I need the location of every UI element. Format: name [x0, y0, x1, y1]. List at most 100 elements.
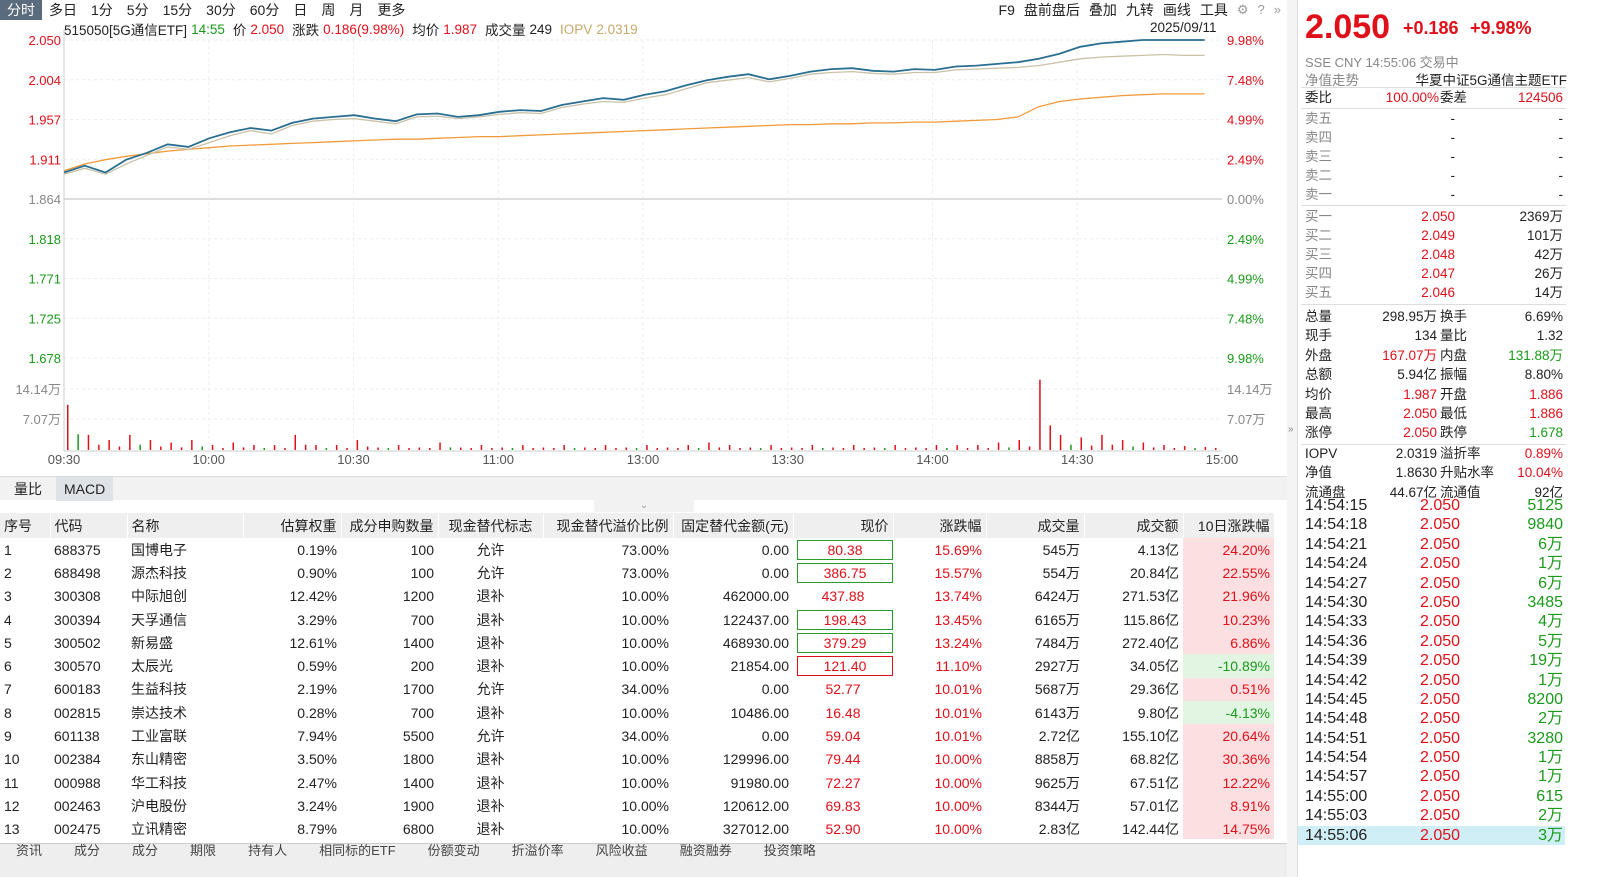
bottom-tab-0[interactable]: 资讯	[16, 843, 43, 858]
table-cell: 9.80亿	[1137, 704, 1179, 721]
bottom-tab-8[interactable]: 风险收益	[595, 843, 648, 858]
tool-button-3[interactable]: 九转	[1125, 2, 1154, 18]
period-tab-4[interactable]: 15分	[162, 2, 193, 18]
period-tab-3[interactable]: 5分	[126, 2, 149, 18]
bottom-tab-10[interactable]: 投资策略	[763, 843, 816, 858]
pane-resize-handle[interactable]: ⌄	[594, 500, 694, 512]
period-tab-8[interactable]: 周	[321, 2, 336, 18]
help-icon[interactable]: ?	[1257, 2, 1265, 17]
bottom-tab-4[interactable]: 持有人	[248, 843, 288, 858]
table-row[interactable]: 8 002815 崇达技术 0.28% 700 退补 10.00% 10486.00 16.48…	[0, 701, 1274, 725]
table-cell: 8	[4, 704, 12, 721]
bottom-tab-1[interactable]: 成分	[74, 843, 101, 858]
table-cell: 688375	[54, 541, 101, 558]
period-tab-7[interactable]: 日	[293, 2, 308, 18]
bid-row[interactable]: 买三 2.048 42万	[1305, 245, 1563, 264]
bid-row[interactable]: 买二 2.049 101万	[1305, 226, 1563, 245]
intraday-chart[interactable]: 2.050 9.98% 2.004 7.48% 1.957 4.99% 1.911 2.49%…	[0, 20, 1287, 475]
stat-label: 流通值	[1440, 484, 1481, 500]
current-price: 16.48	[825, 704, 861, 721]
column-header[interactable]: 成分申购数量	[341, 513, 439, 538]
bid-row[interactable]: 买五 2.046 14万	[1305, 283, 1563, 302]
table-row[interactable]: 4 300394 天孚通信 3.29% 700 退补 10.00% 122437.00 198.…	[0, 607, 1274, 632]
table-row[interactable]: 5 300502 新易盛 12.61% 1400 退补 10.00% 468930.00 379…	[0, 631, 1274, 655]
tab-liangbi[interactable]: 量比	[14, 480, 42, 497]
table-row[interactable]: 2 688498 源杰科技 0.90% 100 允许 73.00% 0.00 386.75 15.…	[0, 561, 1274, 585]
bottom-tab-7[interactable]: 折溢价率	[511, 843, 564, 858]
column-header[interactable]: 代码	[50, 513, 128, 538]
tick-price: 2.050	[1420, 807, 1461, 825]
table-cell: 5687万	[1034, 681, 1080, 698]
bid-row[interactable]: 买四 2.047 26万	[1305, 264, 1563, 283]
column-header[interactable]: 现金替代标志	[438, 513, 544, 538]
column-header[interactable]: 10日涨跌幅	[1183, 513, 1275, 538]
column-header[interactable]: 固定替代金额(元)	[673, 513, 794, 538]
period-tab-0[interactable]: 分时	[0, 0, 42, 20]
table-row[interactable]: 12 002463 沪电股份 3.24% 1900 退补 10.00% 120612.00 69…	[0, 794, 1274, 818]
table-row[interactable]: 7 600183 生益科技 2.19% 1700 允许 34.00% 0.00 52.77 10.…	[0, 677, 1274, 702]
table-cell: 6.86%	[1183, 631, 1274, 655]
bid-price: 2.050	[1421, 209, 1455, 224]
volume-bar	[480, 445, 483, 450]
column-header[interactable]: 成交量	[986, 513, 1085, 538]
column-header[interactable]: 名称	[127, 513, 244, 538]
table-cell: 20.84亿	[1129, 564, 1179, 581]
table-cell: 10.00%	[934, 821, 982, 838]
tool-button-5[interactable]: 工具	[1199, 2, 1228, 18]
bottom-tab-5[interactable]: 相同标的ETF	[319, 843, 396, 858]
ask-row[interactable]: 卖三 - -	[1305, 147, 1563, 166]
column-header[interactable]: 成交额	[1084, 513, 1184, 538]
column-header[interactable]: 估算权重	[243, 513, 342, 538]
period-tab-2[interactable]: 1分	[91, 2, 113, 18]
period-tab-1[interactable]: 多日	[49, 2, 77, 18]
tool-button-2[interactable]: 叠加	[1088, 2, 1117, 18]
collapse-arrow-icon[interactable]: »	[1288, 424, 1294, 435]
tool-button-4[interactable]: 画线	[1162, 2, 1191, 18]
ask-row[interactable]: 卖四 - -	[1305, 128, 1563, 147]
tool-button-1[interactable]: 盘前盘后	[1023, 2, 1080, 18]
period-tab-10[interactable]: 更多	[377, 2, 406, 18]
ask-row[interactable]: 卖五 - -	[1305, 109, 1563, 128]
info-price: 2.050	[250, 21, 285, 37]
price-change-pct: +9.98%	[1470, 18, 1532, 38]
chart-date: 2025/09/11	[1150, 20, 1217, 35]
table-cell: 东山精密	[131, 751, 187, 768]
nav-trend-link[interactable]: 净值走势	[1305, 73, 1359, 88]
expand-icon[interactable]: »	[1273, 2, 1281, 17]
ask-row[interactable]: 卖二 - -	[1305, 166, 1563, 185]
tick-row: 14:54:21 2.050 6万	[1298, 535, 1565, 554]
tab-macd[interactable]: MACD	[56, 476, 114, 501]
column-header[interactable]: 现金替代溢价比例	[543, 513, 674, 538]
bottom-tab-6[interactable]: 份额变动	[427, 843, 480, 858]
table-cell: 10	[4, 751, 20, 768]
period-tab-6[interactable]: 60分	[249, 2, 280, 18]
panel-collapse-gutter[interactable]: »	[1287, 0, 1297, 877]
ask-row[interactable]: 卖一 - -	[1305, 185, 1563, 204]
table-cell: 9	[4, 728, 12, 745]
table-cell: 29.36亿	[1129, 681, 1179, 698]
column-header[interactable]: 涨跌幅	[893, 513, 987, 538]
table-row[interactable]: 13 002475 立讯精密 8.79% 6800 退补 10.00% 327012.00 52…	[0, 817, 1274, 839]
column-header[interactable]: 现价	[793, 513, 894, 538]
bottom-tab-2[interactable]: 成分	[132, 843, 159, 858]
table-row[interactable]: 9 601138 工业富联 7.94% 5500 允许 34.00% 0.00 59.04 10.…	[0, 724, 1274, 748]
series-line-1	[63, 53, 1205, 175]
column-header[interactable]: 序号	[0, 513, 51, 538]
tool-button-0[interactable]: F9	[998, 2, 1015, 18]
period-tab-9[interactable]: 月	[349, 2, 364, 18]
volume-bar	[460, 447, 462, 450]
bid-row[interactable]: 买一 2.050 2369万	[1305, 207, 1563, 226]
stat-row: 现手 134 量比 1.32	[1305, 326, 1563, 345]
stat-row: 最高 2.050 最低 1.886	[1305, 404, 1563, 423]
table-cell: 15.69%	[934, 541, 982, 558]
settings-icon[interactable]: ⚙	[1236, 2, 1249, 17]
bottom-tab-9[interactable]: 融资融券	[679, 843, 732, 858]
table-row[interactable]: 6 300570 太辰光 0.59% 200 退补 10.00% 21854.00 121.40…	[0, 654, 1274, 678]
table-row[interactable]: 3 300308 中际旭创 12.42% 1200 退补 10.00% 462000.00 43…	[0, 584, 1274, 608]
table-row[interactable]: 1 688375 国博电子 0.19% 100 允许 73.00% 0.00 80.38 15.6…	[0, 538, 1274, 562]
bottom-tab-3[interactable]: 期限	[190, 843, 217, 858]
table-row[interactable]: 11 000988 华工科技 2.47% 1400 退补 10.00% 91980.00 72.…	[0, 770, 1274, 795]
table-cell: 122437.00	[722, 611, 789, 628]
table-row[interactable]: 10 002384 东山精密 3.50% 1800 退补 10.00% 129996.00 79…	[0, 747, 1274, 771]
period-tab-5[interactable]: 30分	[206, 2, 236, 18]
